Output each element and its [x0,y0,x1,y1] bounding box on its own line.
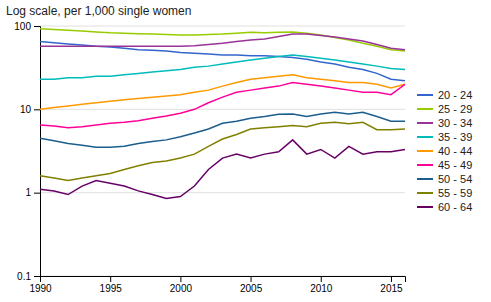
legend-item: 50 - 54 [417,173,472,185]
series-line [40,42,405,81]
grid-line [40,109,405,110]
tick-label: 0.1 [17,271,31,282]
legend-label: 40 - 44 [438,145,472,157]
tick-mark [34,193,40,194]
plot: 1990 1995 2000 2005 2010 2015 0.1 1 10 100 [14,21,405,294]
tick-label: 2000 [170,283,193,294]
tick-mark [34,109,40,110]
tick: 1995 [100,276,123,294]
legend-item: 40 - 44 [417,145,472,157]
legend-label: 30 - 34 [438,117,472,129]
tick: 10 [20,104,40,115]
tick-label: 1995 [100,283,123,294]
legend-label: 20 - 24 [438,89,472,101]
tick-mark [251,276,252,282]
axis-line [34,27,41,277]
tick: 1 [25,187,40,198]
legend-item: 60 - 64 [417,201,472,213]
legend-swatch [417,150,433,152]
tick: 0.1 [17,271,40,282]
legend-label: 35 - 39 [438,131,472,143]
tick-mark [180,276,181,282]
axis-line [41,277,406,283]
lines [40,29,405,199]
tick: 1990 [29,276,52,294]
title: Log scale, per 1,000 single women [6,4,191,18]
tick: 2010 [310,276,333,294]
tick-mark [391,276,392,282]
legend-item: 45 - 49 [417,159,472,171]
tick-label: 100 [14,21,31,32]
tick-label: 2010 [310,283,333,294]
series-line [40,34,405,50]
legend-item: 55 - 59 [417,187,472,199]
series-line [40,140,405,199]
legend-swatch [417,122,433,124]
grid-line [40,192,405,193]
tick-mark [34,26,40,27]
series-line [40,112,405,147]
tick-label: 1990 [29,283,52,294]
legend-label: 50 - 54 [438,173,472,185]
tick: 100 [14,21,40,32]
tick: 2000 [170,276,193,294]
legend-label: 60 - 64 [438,201,472,213]
legend-item: 20 - 24 [417,89,472,101]
tick-mark [321,276,322,282]
tick-mark [110,276,111,282]
legend-swatch [417,108,433,110]
legend-label: 55 - 59 [438,187,472,199]
legend-swatch [417,206,433,208]
tick-label: 1 [25,187,31,198]
series-line [40,29,405,51]
legend: 20 - 24 25 - 29 30 - 34 35 - 39 40 - 44 45 - … [417,89,472,213]
tick-mark [34,276,40,277]
legend-item: 25 - 29 [417,103,472,115]
y-axis: 0.1 1 10 100 [14,21,40,282]
tick-label: 2015 [380,283,403,294]
legend-item: 35 - 39 [417,131,472,143]
legend-label: 25 - 29 [438,103,472,115]
grid [40,26,405,276]
chart: 1990 1995 2000 2005 2010 2015 0.1 1 10 100 Log sca… [0,0,491,302]
tick: 2015 [380,276,403,294]
x-axis: 1990 1995 2000 2005 2010 2015 [29,276,405,294]
series-line [40,82,405,127]
legend-swatch [417,136,433,138]
series-line [40,55,405,79]
legend-swatch [417,94,433,96]
legend-swatch [417,164,433,166]
series-line [40,122,405,180]
tick: 2005 [240,276,263,294]
tick-label: 2005 [240,283,263,294]
legend-item: 30 - 34 [417,117,472,129]
legend-swatch [417,192,433,194]
grid-line [40,26,405,27]
legend-label: 45 - 49 [438,159,472,171]
tick-label: 10 [20,104,32,115]
series-line [40,75,405,110]
legend-swatch [417,178,433,180]
